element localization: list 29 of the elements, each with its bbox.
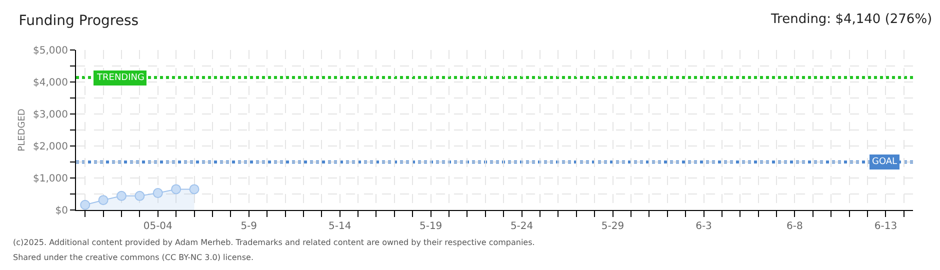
x-tick-label: 5-29 (601, 221, 624, 232)
y-tick-label: $0 (55, 206, 68, 216)
point (152, 188, 163, 198)
point (98, 195, 108, 206)
y-tick-label: $4,000 (33, 78, 68, 88)
point (116, 190, 126, 201)
y-tick-label: $1,000 (33, 174, 68, 184)
text: Shared under the creative commons (CC BY-NC 3.0) license. (13, 253, 254, 262)
y-tick-label: $3,000 (33, 110, 68, 120)
x-tick-label: 6-3 (696, 221, 712, 232)
y-tick-label: $2,000 (33, 142, 68, 152)
point (171, 184, 182, 194)
x-tick-label: 6-8 (786, 221, 803, 232)
x-tick-label: 6-13 (874, 221, 898, 232)
y-axis-title: PLEDGED (17, 108, 28, 152)
chart-title: Funding Progress (18, 13, 139, 30)
ref-line-label: TRENDING (96, 73, 144, 83)
point (80, 200, 90, 210)
y-tick-label: $5,000 (33, 46, 68, 56)
point (134, 190, 145, 201)
x-tick-label: 05-04 (143, 221, 172, 232)
x-tick-label: 5-19 (419, 221, 442, 232)
text: Trending: $4,140 (276%) (770, 12, 932, 27)
ref-line-label: GOAL (872, 157, 898, 167)
text: (c)2025. Additional content provided by Adam Merheb. Trademarks and related content are owned by their respective companies. (13, 238, 535, 247)
point (189, 184, 200, 194)
x-tick-label: 5-14 (328, 221, 352, 232)
x-tick-label: 5-24 (510, 221, 534, 232)
x-tick-label: 5-9 (240, 221, 258, 232)
